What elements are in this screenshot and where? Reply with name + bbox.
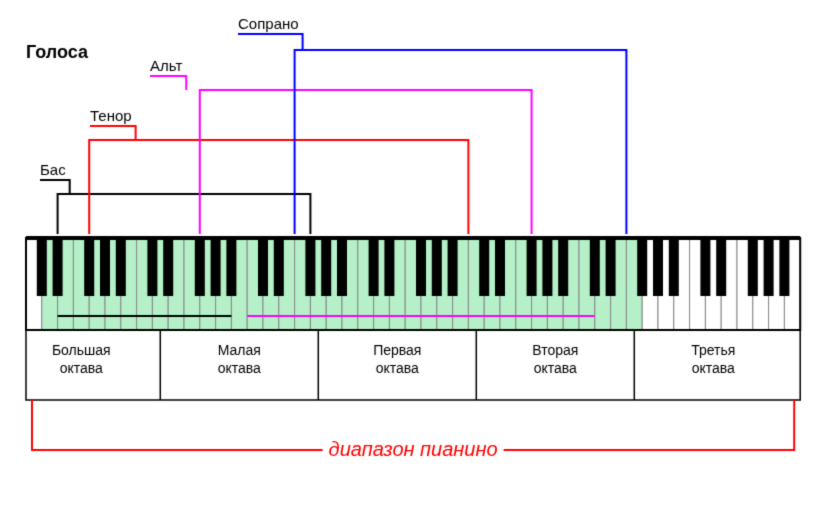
voice-range-diagram <box>0 0 822 510</box>
